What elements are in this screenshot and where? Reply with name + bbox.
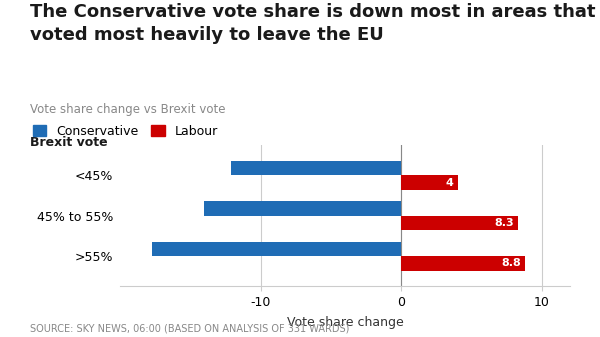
Bar <box>152 242 401 256</box>
Bar <box>401 175 458 190</box>
Text: 8.8: 8.8 <box>501 258 521 268</box>
Legend: Conservative, Labour: Conservative, Labour <box>32 125 218 138</box>
X-axis label: Vote share change: Vote share change <box>287 316 403 329</box>
Text: Vote share change vs Brexit vote: Vote share change vs Brexit vote <box>30 103 226 116</box>
Bar <box>401 256 525 271</box>
Bar <box>231 161 401 175</box>
Text: Brexit vote: Brexit vote <box>30 136 107 150</box>
Text: SOURCE: SKY NEWS, 06:00 (BASED ON ANALYSIS OF 331 WARDS): SOURCE: SKY NEWS, 06:00 (BASED ON ANALYS… <box>30 324 349 334</box>
Text: -14: -14 <box>407 204 427 213</box>
Bar <box>401 216 518 230</box>
Text: 8.3: 8.3 <box>494 218 514 228</box>
Text: -17.7: -17.7 <box>407 244 439 254</box>
Text: The Conservative vote share is down most in areas that
voted most heavily to lea: The Conservative vote share is down most… <box>30 3 595 44</box>
Text: 4: 4 <box>445 178 453 187</box>
Bar <box>205 201 401 216</box>
Text: -12.1: -12.1 <box>407 163 439 173</box>
